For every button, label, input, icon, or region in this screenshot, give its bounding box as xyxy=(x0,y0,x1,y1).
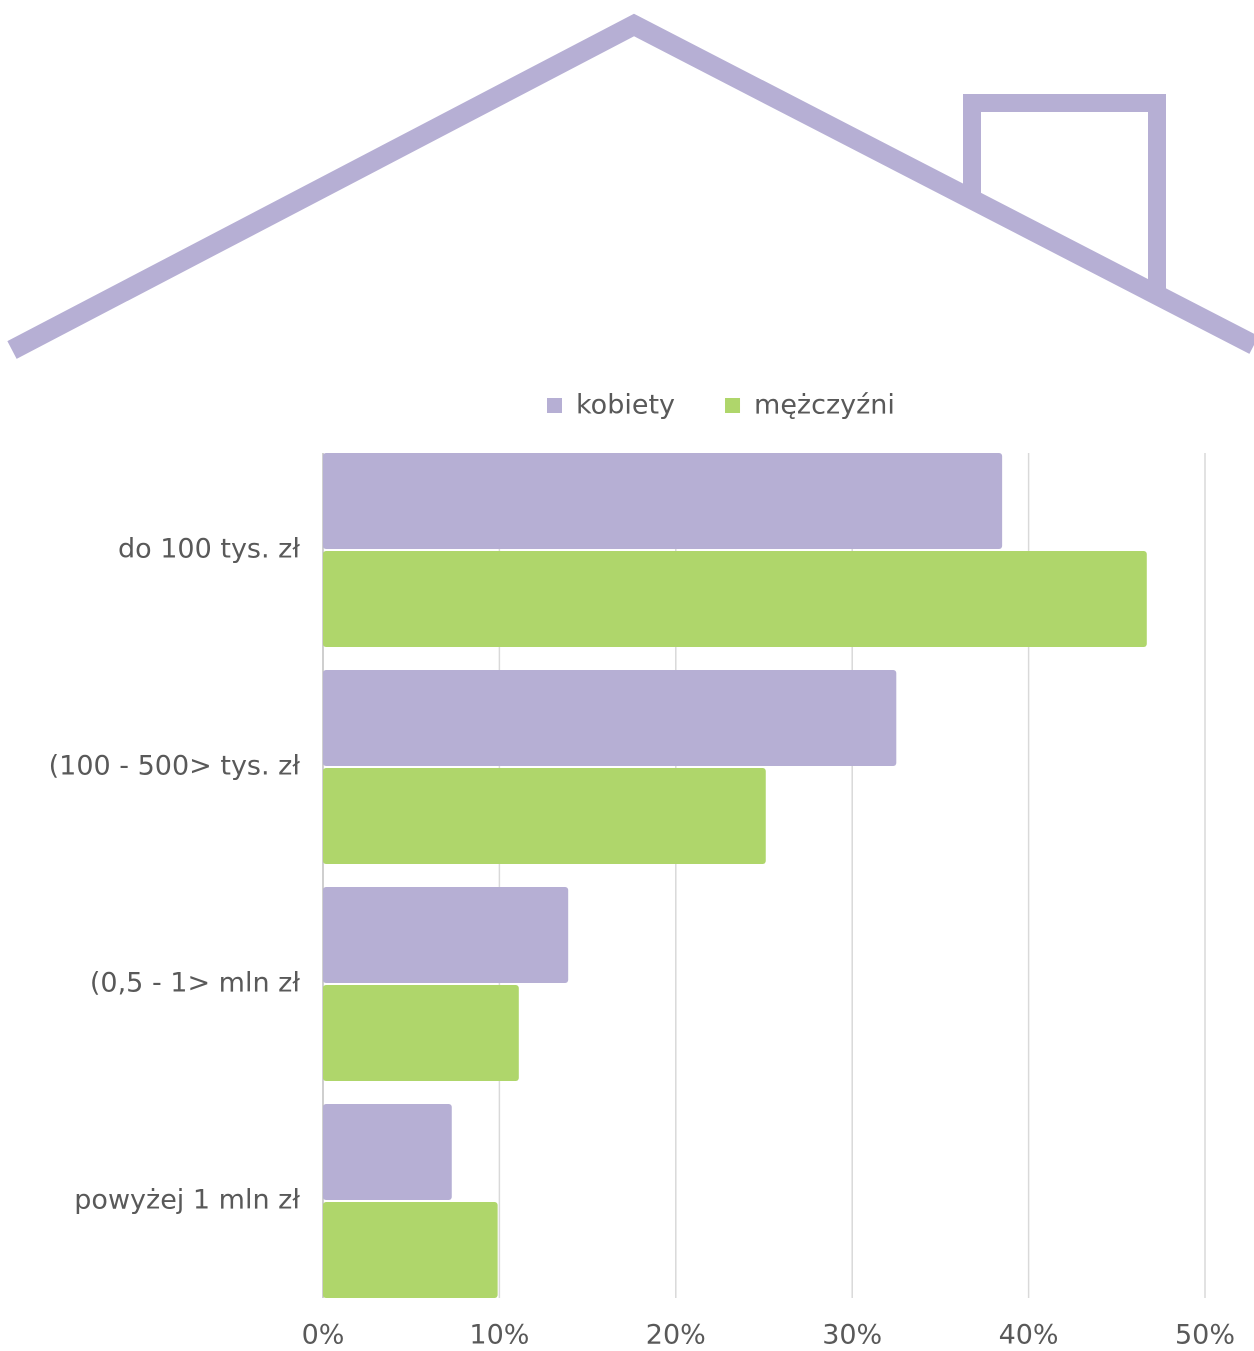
x-tick-label: 10% xyxy=(469,1320,529,1351)
bar xyxy=(323,887,569,983)
bar xyxy=(323,1202,498,1298)
legend-swatch xyxy=(547,398,562,413)
x-tick-label: 20% xyxy=(646,1320,706,1351)
legend-label: mężczyźni xyxy=(754,390,895,421)
bar xyxy=(323,670,897,766)
y-tick-label: (0,5 - 1> mln zł xyxy=(90,968,300,999)
house-outline xyxy=(7,13,1254,359)
bar xyxy=(323,985,519,1081)
legend-label: kobiety xyxy=(576,390,675,421)
x-tick-label: 30% xyxy=(822,1320,882,1351)
bar xyxy=(323,453,1003,549)
x-tick-label: 50% xyxy=(1175,1320,1235,1351)
y-tick-label: do 100 tys. zł xyxy=(118,534,300,565)
y-tick-label: (100 - 500> tys. zł xyxy=(49,751,301,782)
bar xyxy=(323,1104,452,1200)
y-tick-label: powyżej 1 mln zł xyxy=(74,1185,300,1216)
x-tick-label: 40% xyxy=(999,1320,1059,1351)
legend-swatch xyxy=(725,398,741,413)
x-tick-label: 0% xyxy=(302,1320,345,1351)
bar xyxy=(323,768,766,864)
bar xyxy=(323,551,1147,647)
